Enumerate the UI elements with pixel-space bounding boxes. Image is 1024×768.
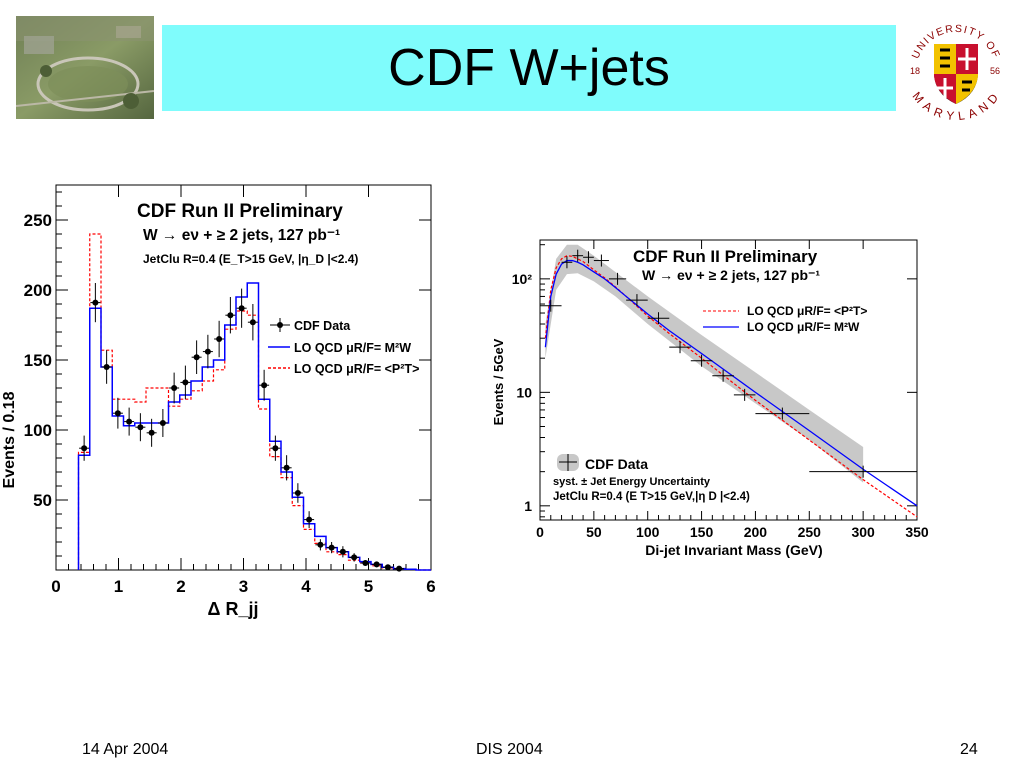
chart1-series-pt-histogram: [77, 233, 431, 571]
chart2-xtick-label: 100: [636, 524, 660, 540]
chart2-xtick-label: 0: [536, 524, 544, 540]
chart1-data-point: [362, 560, 369, 566]
chart1-xlabel: Δ R_jj: [208, 599, 259, 619]
chart2-syst-band: [545, 244, 864, 483]
chart2-ytick-label: 10: [516, 384, 532, 400]
chart1-data-point: [137, 424, 144, 431]
chart1-data-point: [396, 565, 403, 572]
legend2-band-label: syst. ± Jet Energy Uncertainty: [553, 476, 711, 488]
title-banner: CDF W+jets: [162, 25, 896, 111]
chart1-data-point: [114, 410, 121, 417]
dijet-mass-plot: CDF Run II Preliminary W → eν + ≥ 2 jets…: [485, 232, 947, 562]
chart1-subtitle: W → eν + ≥ 2 jets, 127 pb⁻¹: [143, 227, 340, 244]
chart2-subtitle: W → eν + ≥ 2 jets, 127 pb⁻¹: [642, 267, 820, 283]
chart1-ytick-label: 100: [24, 421, 52, 440]
legend2-pt-label: LO QCD μR/F= <P²T>: [747, 304, 867, 318]
chart1-ytick-label: 50: [33, 491, 52, 510]
chart2-note: JetClu R=0.4 (E T>15 GeV,|η D |<2.4): [553, 491, 750, 503]
chart1-data-point: [193, 354, 200, 361]
footer-date: 14 Apr 2004: [82, 741, 169, 758]
chart1-xtick-label: 2: [176, 577, 185, 596]
chart2-xtick-label: 50: [586, 524, 602, 540]
chart2-frame: [539, 239, 918, 521]
chart1-plot-area: 0 1 2 3 4 5 6 50 100 150 200 250: [24, 184, 436, 596]
chart1-xtick-label: 3: [239, 577, 248, 596]
chart1-data-point: [92, 299, 99, 306]
chart2-xtick-label: 300: [851, 524, 875, 540]
chart1-title: CDF Run II Preliminary: [137, 201, 343, 222]
chart1-xtick-label: 0: [51, 577, 60, 596]
chart1-data-point: [272, 445, 279, 452]
chart2-xtick-label: 250: [798, 524, 822, 540]
chart2-ylabel: Events / 5GeV: [491, 338, 506, 425]
chart1-data-point: [306, 516, 313, 523]
seal-year-right: 56: [990, 66, 1000, 76]
legend-pt-label: LO QCD μR/F= <P²T>: [294, 362, 419, 376]
footer-page-number: 24: [960, 741, 978, 758]
legend2-mw-label: LO QCD μR/F= M²W: [747, 320, 860, 334]
chart1-data-point: [384, 564, 391, 571]
legend-data-marker: [277, 322, 283, 328]
chart1-note: JetClu R=0.4 (E_T>15 GeV, |η_D |<2.4): [143, 252, 358, 266]
chart1-data-point: [351, 554, 358, 561]
legend2-data-label: CDF Data: [585, 456, 648, 472]
chart1-data-point: [261, 382, 268, 389]
chart1-data-point: [182, 379, 189, 386]
chart1-series-mw-histogram: [77, 282, 431, 571]
chart2-ytick-label: 10²: [512, 271, 533, 287]
university-seal-logo: UNIVERSITY OF MARYLAND 18 56: [902, 16, 1010, 124]
chart2-series-mw-curve: [544, 259, 918, 507]
chart1-data-point: [126, 418, 133, 425]
chart1-xtick-label: 4: [301, 577, 311, 596]
chart1-data-point: [339, 548, 346, 555]
chart1-data-point: [328, 544, 335, 551]
chart1-data-point: [227, 312, 234, 319]
chart1-data-point: [294, 490, 301, 496]
chart2-series-pt-curve: [544, 255, 918, 518]
chart1-data-point: [283, 464, 290, 471]
chart1-ytick-label: 250: [24, 211, 52, 230]
chart1-data-point: [103, 364, 110, 370]
chart1-data-point: [204, 348, 211, 355]
delta-r-histogram: CDF Run II Preliminary W → eν + ≥ 2 jets…: [0, 175, 445, 630]
chart2-xtick-label: 350: [905, 524, 929, 540]
chart1-data-point: [249, 319, 256, 326]
chart1-data-point: [81, 445, 88, 452]
footer-conference: DIS 2004: [476, 741, 543, 758]
chart1-data-point: [373, 561, 380, 568]
chart2-plot-area: 0 50 100 150 200 250 300 350 1 10 10²: [512, 239, 929, 540]
legend-data-label: CDF Data: [294, 319, 351, 333]
chart1-xtick-label: 1: [114, 577, 123, 596]
chart2-title: CDF Run II Preliminary: [633, 247, 818, 266]
chart2-ytick-label: 1: [524, 498, 532, 514]
chart1-ytick-label: 150: [24, 351, 52, 370]
slide-title: CDF W+jets: [388, 39, 670, 97]
chart1-data-point: [171, 385, 178, 391]
chart1-data-point: [159, 420, 166, 426]
chart1-data-point: [216, 336, 223, 342]
accelerator-photo: [16, 16, 154, 119]
chart1-xtick-label: 6: [426, 577, 435, 596]
chart1-data-point: [148, 429, 155, 436]
chart2-xtick-label: 200: [744, 524, 768, 540]
seal-year-left: 18: [910, 66, 920, 76]
chart2-xlabel: Di-jet Invariant Mass (GeV): [645, 542, 822, 558]
chart1-xtick-label: 5: [364, 577, 373, 596]
chart1-ylabel: Events / 0.18: [1, 391, 18, 488]
chart1-data-point: [317, 541, 324, 548]
chart1-ytick-label: 200: [24, 281, 52, 300]
chart1-data-point: [238, 305, 245, 312]
chart1-legend: CDF Data LO QCD μR/F= M²W LO QCD μR/F= <…: [268, 318, 419, 376]
legend-mw-label: LO QCD μR/F= M²W: [294, 341, 411, 355]
chart2-xtick-label: 150: [690, 524, 714, 540]
